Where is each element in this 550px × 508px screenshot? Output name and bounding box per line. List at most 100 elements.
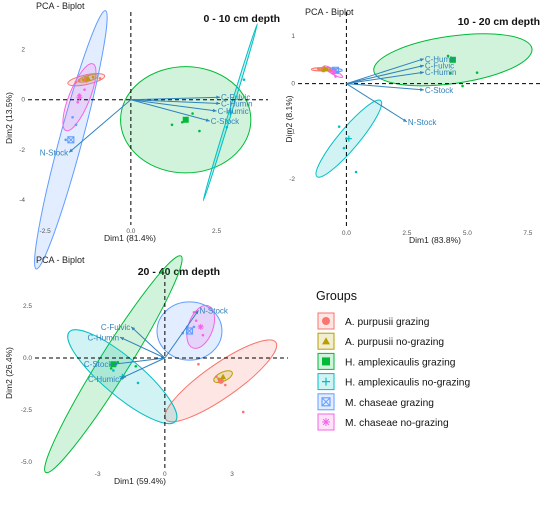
x-tick-label: -2.5 xyxy=(40,228,52,235)
group-centroid-ha_grazing xyxy=(182,116,189,123)
variable-label: C-Fulvic xyxy=(101,323,130,332)
panel-p1: PCA - Biplot 0 - 10 cm depth C-Fulvic C-Hum… xyxy=(4,1,280,270)
y-tick-label: -2.5 xyxy=(21,407,33,414)
group-centroid-mc_nograzing xyxy=(330,68,337,75)
variable-label: C-Stock xyxy=(425,86,454,95)
x-tick-label: -3 xyxy=(95,471,101,478)
x-axis-label: Dim1 (83.8%) xyxy=(409,235,461,245)
data-point-ha_nograzing xyxy=(225,125,229,129)
variable-arrow xyxy=(119,336,166,359)
legend-marker-mc_nograzing xyxy=(322,418,330,426)
x-tick-label: 0.0 xyxy=(342,230,351,237)
legend-title: Groups xyxy=(316,289,357,303)
variable-label: C-Fulvic xyxy=(221,93,250,102)
data-point-ha_grazing xyxy=(461,84,464,88)
data-point-ap_nograzing xyxy=(91,75,95,79)
data-point-ha_nograzing xyxy=(136,381,140,385)
variable-arrowhead xyxy=(120,337,125,341)
legend-marker-ap_grazing xyxy=(322,317,330,325)
data-point-ap_grazing xyxy=(224,383,227,387)
variable-label: N-Stock xyxy=(40,148,69,157)
y-tick-label: -4 xyxy=(19,197,25,204)
data-point-ap_grazing xyxy=(74,80,78,84)
group-centroid-ap_nograzing xyxy=(85,75,91,81)
variable-label: C-Fulvic xyxy=(425,62,454,71)
data-point-ha_grazing xyxy=(449,71,452,75)
data-point-mc_nograzing xyxy=(83,88,86,91)
variable-arrow xyxy=(130,96,221,101)
data-point-mc_nograzing xyxy=(201,333,205,337)
variable-label: C-Humic xyxy=(88,375,119,384)
variable-arrow xyxy=(346,83,424,91)
group-centroid-mc_grazing xyxy=(185,327,194,335)
variable-arrowhead xyxy=(131,326,136,331)
data-point-ap_grazing xyxy=(197,362,200,366)
data-point-ha_nograzing xyxy=(354,170,358,174)
group-centroid-ap_grazing xyxy=(217,377,224,384)
variable-label: N-Stock xyxy=(408,118,437,127)
y-tick-label: 0 xyxy=(291,81,295,88)
variable-arrow xyxy=(164,309,199,359)
y-axis-label: Dim2 (8.1%) xyxy=(284,95,294,142)
variable-arrow xyxy=(130,99,221,104)
y-tick-label: -2 xyxy=(289,176,295,183)
variable-arrowhead xyxy=(420,87,424,92)
variable-arrowhead xyxy=(420,71,424,75)
legend-label: A. purpusii no-grazing xyxy=(345,337,444,348)
variable-arrow xyxy=(113,357,165,365)
data-point-mc_nograzing xyxy=(192,311,196,314)
variable-arrowhead xyxy=(194,310,199,315)
variable-label: C-Humin xyxy=(88,333,120,342)
variable-arrowhead xyxy=(216,101,220,106)
data-point-ha_grazing xyxy=(116,360,120,364)
data-point-ha_grazing xyxy=(134,365,138,368)
y-tick-label: -2 xyxy=(19,147,25,154)
variable-label: C-Humic xyxy=(218,107,249,116)
variable-arrow xyxy=(346,65,424,85)
group-centroid-ha_nograzing xyxy=(345,135,352,142)
group-centroid-mc_grazing xyxy=(331,66,340,74)
variable-arrow xyxy=(346,58,424,85)
chart-title: PCA - Biplot xyxy=(36,255,85,265)
variable-arrowhead xyxy=(205,118,210,122)
panel-p2: PCA - Biplot 10 - 20 cm depth C-HumicC-Ful… xyxy=(284,7,540,245)
variable-arrow xyxy=(119,357,166,380)
y-tick-label: 0 xyxy=(21,97,25,104)
data-point-ap_grazing xyxy=(78,78,81,82)
legend-label: H. amplexicaulis grazing xyxy=(345,357,456,368)
x-tick-label: 7.5 xyxy=(523,230,532,237)
group-centroid-ap_nograzing xyxy=(220,373,227,380)
legend-marker-ha_nograzing xyxy=(322,377,330,386)
variable-arrowhead xyxy=(113,362,118,366)
data-point-ha_nograzing xyxy=(337,125,341,128)
variable-label: N-Stock xyxy=(199,306,228,315)
variable-arrowhead xyxy=(69,148,74,153)
x-tick-label: 2.5 xyxy=(402,230,411,237)
variable-arrowhead xyxy=(419,64,424,69)
data-point-ha_nograzing xyxy=(112,369,115,372)
group-centroid-mc_nograzing xyxy=(197,323,204,330)
data-point-ap_grazing xyxy=(317,68,320,71)
x-tick-label: 3 xyxy=(230,471,234,478)
legend-label: H. amplexicaulis no-grazing xyxy=(345,378,470,389)
variable-arrowhead xyxy=(419,58,424,62)
x-tick-label: 0 xyxy=(163,471,167,478)
legend-label: A. purpusii grazing xyxy=(345,317,430,328)
legend-marker-mc_grazing-cross xyxy=(321,397,331,407)
chart-subtitle: 0 - 10 cm depth xyxy=(204,13,280,25)
y-tick-label: -1 xyxy=(289,128,295,135)
data-point-mc_grazing xyxy=(71,115,74,119)
variable-arrow xyxy=(346,71,424,85)
variable-arrowhead xyxy=(402,118,407,122)
chart-title: PCA - Biplot xyxy=(36,1,85,11)
variable-arrow xyxy=(130,99,217,112)
legend-marker-ha_grazing xyxy=(322,357,330,366)
y-axis-label: Dim2 (13.5%) xyxy=(4,92,14,144)
data-point-ha_grazing xyxy=(191,112,194,115)
variable-arrow xyxy=(130,99,210,122)
legend-marker-ap_nograzing xyxy=(322,337,330,345)
y-axis-label: Dim2 (26.4%) xyxy=(4,347,14,399)
legend-label: M. chaseae no-grazing xyxy=(345,418,449,429)
y-tick-label: -5.0 xyxy=(21,459,33,466)
